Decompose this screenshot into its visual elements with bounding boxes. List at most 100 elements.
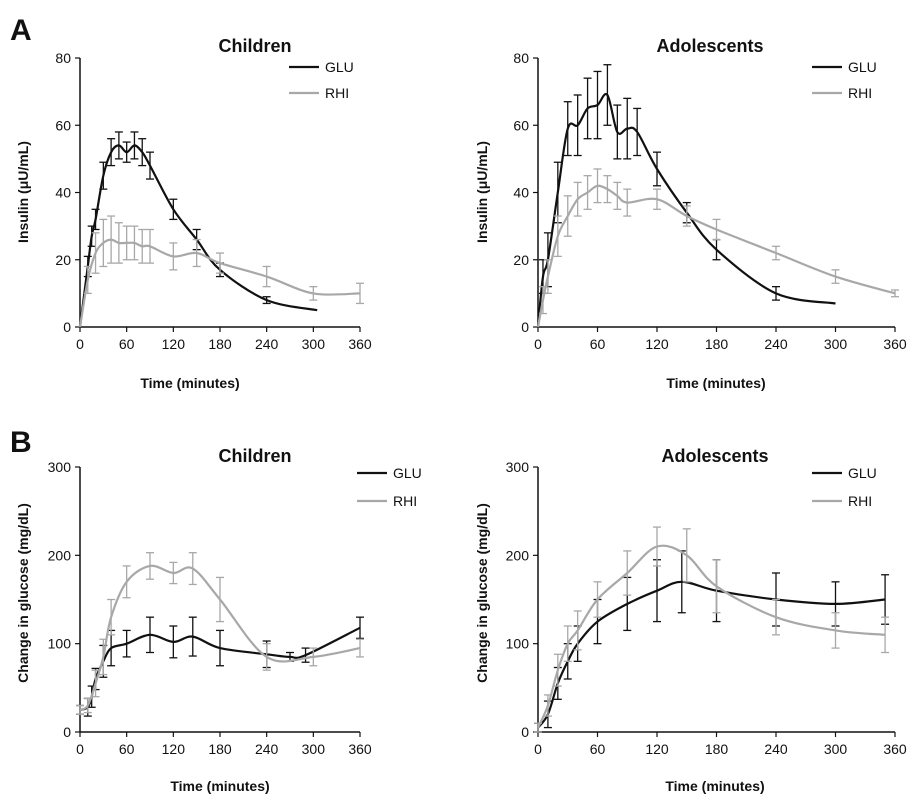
error-bar-glu <box>356 616 364 640</box>
error-bar-rhi <box>356 638 364 658</box>
y-tick-label: 60 <box>55 117 71 133</box>
error-bar-rhi <box>538 285 547 315</box>
error-bar-glu <box>91 208 100 231</box>
error-bar-rhi <box>91 669 100 698</box>
legend-label-glu: GLU <box>848 465 877 481</box>
x-tick-label: 0 <box>534 741 542 757</box>
error-bar-glu <box>169 625 178 659</box>
error-bar-glu <box>122 141 131 163</box>
error-bar-rhi <box>772 598 780 636</box>
error-bar-rhi <box>114 222 123 264</box>
y-tick-label: 200 <box>506 547 530 563</box>
error-bar-rhi <box>99 218 108 268</box>
error-bar-glu <box>653 151 661 187</box>
chart-adolescents-glucose: Adolescents Time (minutes) Change in glu… <box>474 446 907 794</box>
error-bar-glu <box>114 131 123 160</box>
y-tick-label: 20 <box>513 252 529 268</box>
error-bar-rhi <box>262 265 271 288</box>
chart-children-glucose: Children Time (minutes) Change in glucos… <box>15 446 422 794</box>
error-bar-glu <box>593 70 602 140</box>
error-bar-rhi <box>543 694 552 717</box>
error-bar-rhi <box>216 576 224 623</box>
legend-label-rhi: RHI <box>393 493 417 509</box>
chart-title: Adolescents <box>656 36 763 56</box>
error-bar-rhi <box>603 175 612 204</box>
error-bar-glu <box>262 296 271 305</box>
error-bar-rhi <box>573 610 582 651</box>
x-tick-label: 180 <box>208 336 232 352</box>
error-bar-glu <box>603 64 612 126</box>
error-bar-rhi <box>146 228 154 264</box>
error-bar-rhi <box>216 252 224 274</box>
series-line-rhi <box>537 544 886 729</box>
error-bar-glu <box>772 285 780 301</box>
error-bar-glu <box>712 238 721 261</box>
y-tick-label: 100 <box>48 636 72 652</box>
panel-label-a: A <box>10 14 32 47</box>
error-bar-rhi <box>831 269 840 284</box>
y-tick-label: 20 <box>55 252 71 268</box>
x-tick-label: 360 <box>348 336 372 352</box>
error-bar-rhi <box>356 282 364 305</box>
error-bar-rhi <box>83 265 92 295</box>
error-bar-glu <box>563 101 572 157</box>
error-bar-rhi <box>309 285 318 301</box>
error-bar-glu <box>633 107 642 157</box>
x-tick-label: 60 <box>590 741 606 757</box>
error-bar-rhi <box>553 653 562 687</box>
error-bar-rhi <box>543 259 552 295</box>
chart-adolescents-insulin: Adolescents Time (minutes) Insulin (μU/m… <box>474 36 907 391</box>
error-bar-rhi <box>563 625 572 662</box>
error-bar-glu <box>138 138 147 167</box>
x-tick-label: 300 <box>302 336 326 352</box>
error-bar-glu <box>613 104 622 160</box>
error-bar-rhi <box>138 228 147 264</box>
chart-title: Children <box>218 36 291 56</box>
x-tick-label: 180 <box>208 741 232 757</box>
y-axis-label: Change in glucose (mg/dL) <box>474 503 490 683</box>
error-bar-glu <box>216 629 224 667</box>
series-rhi <box>76 552 364 715</box>
error-bar-rhi <box>593 581 602 618</box>
x-axis-label: Time (minutes) <box>665 778 764 794</box>
series-rhi <box>536 168 899 328</box>
error-bar-rhi <box>83 697 92 714</box>
series-rhi <box>534 526 890 733</box>
x-tick-label: 120 <box>162 336 186 352</box>
error-bar-rhi <box>122 565 131 599</box>
x-tick-label: 120 <box>162 741 186 757</box>
y-tick-label: 40 <box>513 185 529 201</box>
series-glu <box>76 616 364 717</box>
x-tick-label: 0 <box>534 336 542 352</box>
error-bar-rhi <box>534 722 542 733</box>
x-tick-label: 360 <box>883 336 907 352</box>
error-bar-rhi <box>623 550 632 596</box>
y-tick-label: 100 <box>506 636 530 652</box>
error-bar-rhi <box>309 647 318 667</box>
error-bar-rhi <box>712 559 721 614</box>
y-tick-label: 0 <box>521 319 529 335</box>
legend-label-rhi: RHI <box>848 493 872 509</box>
error-bar-rhi <box>107 598 116 636</box>
chart-title: Adolescents <box>661 446 768 466</box>
x-tick-label: 120 <box>645 336 669 352</box>
error-bar-glu <box>169 198 178 221</box>
x-axis-label: Time (minutes) <box>666 375 765 391</box>
error-bar-glu <box>107 629 116 667</box>
y-axis-label: Change in glucose (mg/dL) <box>15 503 31 683</box>
legend-label-rhi: RHI <box>848 85 872 101</box>
series-line-glu <box>537 580 886 729</box>
error-bar-glu <box>130 131 139 160</box>
x-tick-label: 360 <box>883 741 907 757</box>
x-tick-label: 300 <box>824 741 848 757</box>
error-bar-rhi <box>146 552 154 580</box>
series-rhi <box>78 215 364 328</box>
y-tick-label: 0 <box>63 724 71 740</box>
x-axis-label: Time (minutes) <box>140 375 239 391</box>
series-line-glu <box>78 144 318 328</box>
x-tick-label: 0 <box>76 336 84 352</box>
error-bar-glu <box>146 151 154 180</box>
y-tick-label: 0 <box>63 319 71 335</box>
y-tick-label: 0 <box>521 724 529 740</box>
